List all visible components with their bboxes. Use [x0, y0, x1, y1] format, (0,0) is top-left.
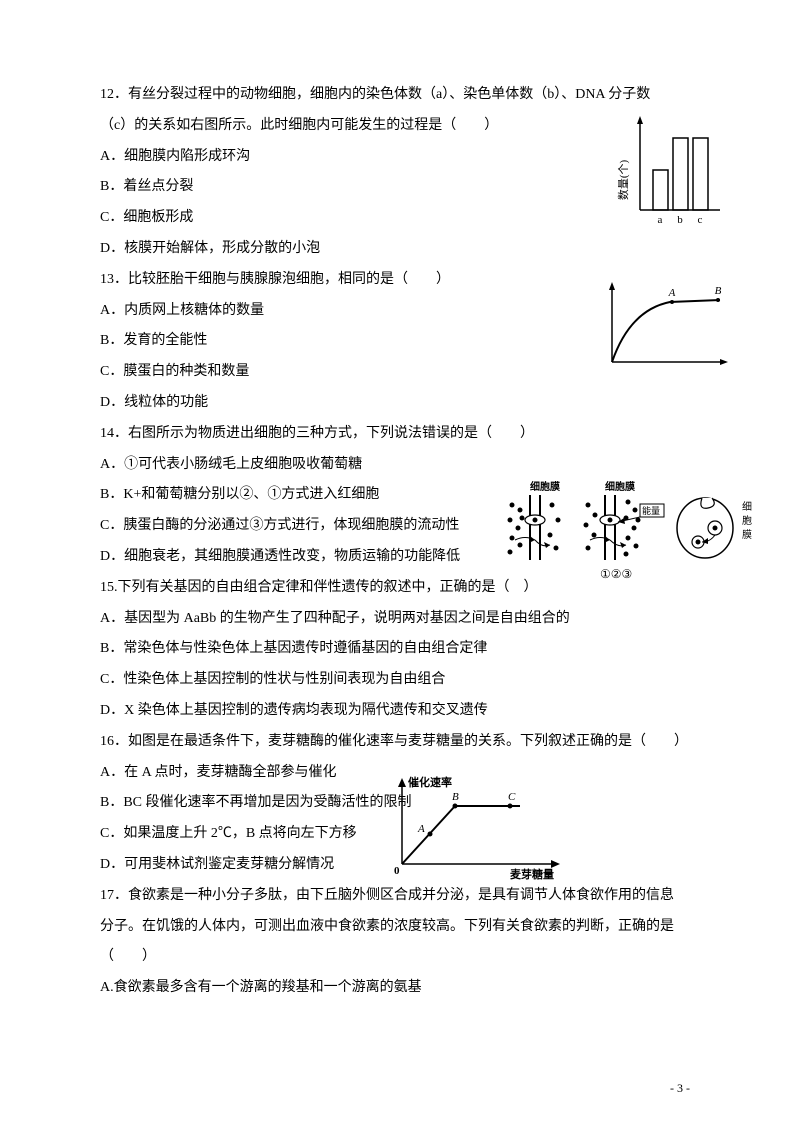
svg-text:a: a — [658, 214, 663, 226]
svg-text:细胞膜: 细胞膜 — [530, 480, 560, 493]
q12-option-b: B．着丝点分裂 — [100, 172, 700, 203]
q13-option-d: D．线粒体的功能 — [100, 388, 700, 419]
q12-option-a: A．细胞膜内陷形成环沟 — [100, 142, 700, 173]
svg-text:细: 细 — [742, 500, 752, 513]
q16-stem: 16．如图是在最适条件下，麦芽糖酶的催化速率与麦芽糖量的关系。下列叙述正确的是（… — [100, 727, 700, 758]
q17-option-a: A.食欲素最多含有一个游离的羧基和一个游离的氨基 — [100, 973, 700, 1004]
page-number: - 3 - — [670, 1075, 690, 1101]
svg-text:A: A — [668, 287, 676, 299]
q12-bar-chart: a b c 数量(个) — [615, 110, 730, 230]
svg-text:催化速率: 催化速率 — [408, 775, 452, 789]
q15-option-b: B．常染色体与性染色体上基因遗传时遵循基因的自由组合定律 — [100, 634, 700, 665]
svg-text:c: c — [698, 214, 703, 226]
q14-transport-diagram: 细胞膜 细胞膜 — [500, 480, 760, 585]
q15-option-a: A．基因型为 AaBb 的生物产生了四种配子，说明两对基因之间是自由组合的 — [100, 604, 700, 635]
q17-stem-2: 分子。在饥饿的人体内，可测出血液中食欲素的浓度较高。下列有关食欲素的判断，正确的… — [100, 912, 700, 943]
q14-option-a: A．①可代表小肠绒毛上皮细胞吸收葡萄糖 — [100, 450, 700, 481]
svg-text:B: B — [715, 285, 722, 297]
q12-stem-2: （c）的关系如右图所示。此时细胞内可能发生的过程是（ ） — [100, 111, 700, 142]
q17-stem-3: （ ） — [100, 942, 700, 973]
q16-rate-chart: 催化速率 麦芽糖量 0 A B C — [380, 774, 570, 884]
page-content: 12．有丝分裂过程中的动物细胞，细胞内的染色体数（a）、染色单体数（b）、DNA… — [100, 80, 700, 1004]
svg-text:数量(个): 数量(个) — [617, 160, 630, 201]
svg-text:膜: 膜 — [742, 529, 752, 541]
svg-text:细胞膜: 细胞膜 — [605, 480, 635, 493]
svg-text:A: A — [417, 823, 425, 835]
svg-text:①②③: ①②③ — [600, 567, 632, 581]
svg-text:b: b — [677, 214, 683, 226]
q15-option-d: D．X 染色体上基因控制的遗传病均表现为隔代遗传和交叉遗传 — [100, 696, 700, 727]
svg-text:0: 0 — [394, 865, 400, 877]
svg-text:B: B — [452, 791, 459, 803]
svg-text:能量: 能量 — [642, 505, 660, 516]
q13-curve-chart: A B — [600, 280, 730, 375]
svg-text:C: C — [508, 791, 516, 803]
q12-option-c: C．细胞板形成 — [100, 203, 700, 234]
svg-text:麦芽糖量: 麦芽糖量 — [510, 867, 554, 881]
q14-stem: 14．右图所示为物质进出细胞的三种方式，下列说法错误的是（ ） — [100, 419, 700, 450]
q15-option-c: C．性染色体上基因控制的性状与性别间表现为自由组合 — [100, 665, 700, 696]
q12-stem-1: 12．有丝分裂过程中的动物细胞，细胞内的染色体数（a）、染色单体数（b）、DNA… — [100, 80, 700, 111]
q17-stem-1: 17．食欲素是一种小分子多肽，由下丘脑外侧区合成并分泌，是具有调节人体食欲作用的… — [100, 881, 700, 912]
q12-option-d: D．核膜开始解体，形成分散的小泡 — [100, 234, 700, 265]
svg-text:胞: 胞 — [742, 515, 752, 527]
